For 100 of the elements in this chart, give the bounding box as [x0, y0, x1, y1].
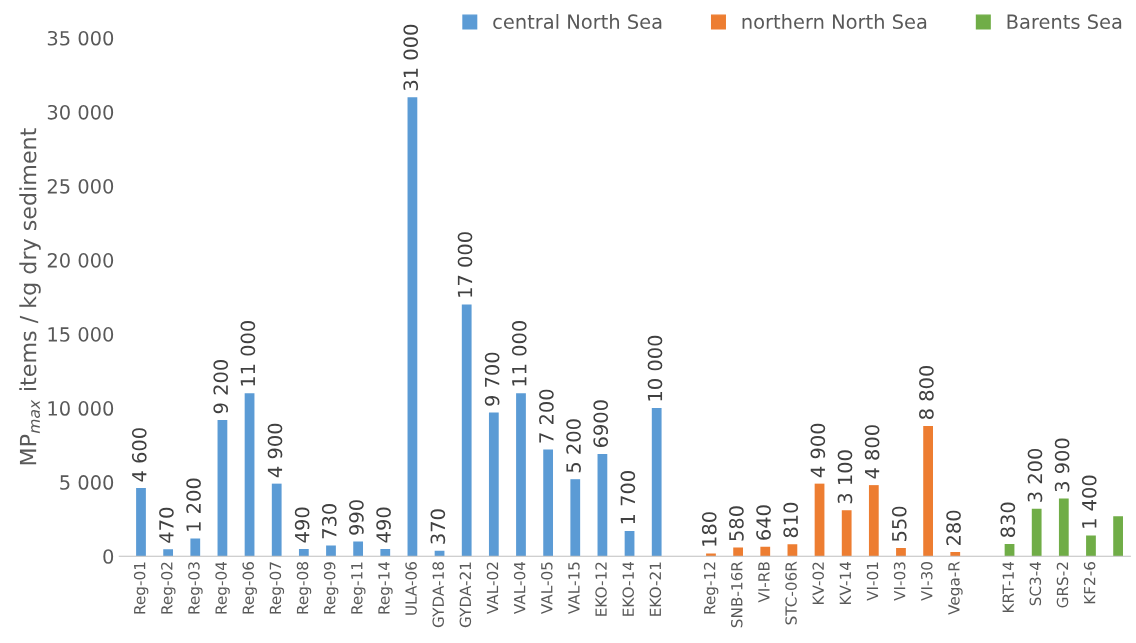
y-axis-title: MP$_{max}$ items / kg dry sediment: [19, 128, 41, 465]
x-tick-label: VI-RB: [758, 562, 770, 603]
bar: [733, 547, 743, 557]
y-tick-label: 0: [103, 549, 114, 564]
x-tick-label: SC3-4: [1029, 561, 1042, 606]
x-tick-label: Reg-01: [133, 562, 149, 614]
data-label: 9 200: [213, 360, 229, 414]
data-label: 4 900: [267, 423, 283, 478]
data-label: 6900: [593, 400, 609, 448]
bar: [543, 449, 554, 557]
bar: [923, 425, 933, 557]
x-tick-label: Reg-14: [378, 561, 393, 614]
bar: [271, 483, 282, 557]
x-tick-label: VAL-04: [513, 561, 526, 615]
bar: [868, 485, 879, 557]
bar: [1031, 508, 1042, 557]
bar: [353, 541, 364, 557]
bar: [461, 304, 472, 557]
bar: [407, 97, 418, 557]
x-tick-label: Reg-09: [323, 562, 339, 614]
bar: [163, 549, 174, 557]
x-tick-label: VAL-02: [486, 562, 499, 615]
data-label: 31 000: [403, 24, 419, 91]
data-label: 730: [321, 504, 337, 539]
x-tick-label: Reg-03: [188, 562, 203, 614]
bar: [950, 552, 961, 557]
bar: [760, 546, 771, 557]
x-tick-label: STC-06R: [785, 561, 797, 625]
x-tick-label: Reg-06: [242, 562, 257, 614]
data-label: 3 900: [1054, 438, 1070, 492]
y-tick-label: 35 000: [47, 30, 114, 46]
data-label: 3 100: [837, 450, 853, 504]
x-tick-label: KRT-14: [1002, 561, 1014, 612]
data-label: 4 900: [810, 423, 826, 478]
data-label: 990: [349, 500, 364, 535]
bar: [1113, 516, 1123, 557]
data-label: 11 000: [511, 321, 527, 386]
x-tick-label: KF2-6: [1083, 562, 1096, 604]
bar: [624, 531, 635, 557]
bar: [814, 483, 825, 557]
y-tick-label: 5 000: [60, 475, 114, 490]
y-tick-label: 20 000: [47, 253, 114, 268]
x-tick-label: KV-02: [812, 562, 824, 605]
bar: [1086, 535, 1096, 557]
x-tick-label: Reg-07: [269, 562, 285, 614]
x-tick-label: EKO-12: [595, 562, 607, 616]
x-tick-label: VI-03: [893, 562, 906, 601]
data-label: 810: [783, 502, 799, 538]
data-label: 370: [430, 509, 446, 544]
data-label: 490: [376, 507, 391, 543]
bar: [217, 419, 228, 557]
bar: [190, 538, 201, 557]
x-tick-label: SNB-16R: [730, 561, 743, 628]
data-label: 3 200: [1027, 448, 1043, 502]
data-label: 11 000: [240, 321, 256, 386]
data-label: 10 000: [647, 335, 663, 401]
data-label: 180: [701, 512, 717, 546]
legend-label: Barents Sea: [1007, 14, 1122, 30]
x-tick-label: VI-01: [866, 562, 879, 601]
bar: [326, 545, 336, 557]
bar: [380, 548, 391, 557]
data-label: 9 700: [484, 352, 500, 406]
bar: [488, 412, 499, 557]
y-tick-label: 30 000: [47, 104, 114, 120]
x-tick-label: KV-14: [839, 561, 851, 605]
x-tick-label: Reg-11: [351, 562, 366, 614]
x-tick-label: Reg-08: [296, 562, 312, 614]
data-label: 4 800: [864, 425, 880, 479]
bar: [841, 510, 852, 557]
y-tick-label: 10 000: [48, 401, 114, 416]
x-tick-label: Reg-12: [703, 562, 719, 614]
x-tick-label: GYDA-18: [432, 562, 444, 628]
data-label: 830: [1000, 502, 1016, 538]
x-tick-label: GYDA-21: [459, 562, 472, 628]
data-label: 640: [756, 505, 771, 540]
bar: [787, 544, 798, 557]
data-label: 7 200: [539, 389, 554, 443]
x-tick-label: GRS-2: [1056, 562, 1069, 608]
bar: [136, 488, 146, 557]
legend-label: central North Sea: [493, 13, 662, 30]
x-tick-label: EKO-14: [622, 561, 634, 616]
bar: [298, 548, 309, 557]
data-label: 470: [159, 507, 174, 543]
x-tick-label: VAL-05: [541, 562, 553, 615]
bar: [570, 479, 581, 557]
x-tick-label: EKO-21: [649, 562, 662, 616]
legend-label: northern North Sea: [742, 13, 927, 30]
data-label: 1 700: [620, 471, 636, 524]
data-label: 17 000: [457, 232, 473, 297]
data-label: 550: [891, 506, 907, 541]
data-label: 8 800: [919, 365, 934, 420]
bar: [1058, 498, 1069, 557]
x-tick-label: Reg-02: [161, 562, 176, 614]
x-tick-label: Reg-04: [215, 561, 230, 614]
data-label: 580: [729, 506, 744, 541]
bar: [651, 408, 662, 557]
data-label: 5 200: [566, 419, 581, 473]
x-tick-label: ULA-06: [405, 562, 417, 615]
x-tick-label: VAL-15: [568, 562, 580, 615]
x-tick-label: VI-30: [920, 562, 933, 601]
